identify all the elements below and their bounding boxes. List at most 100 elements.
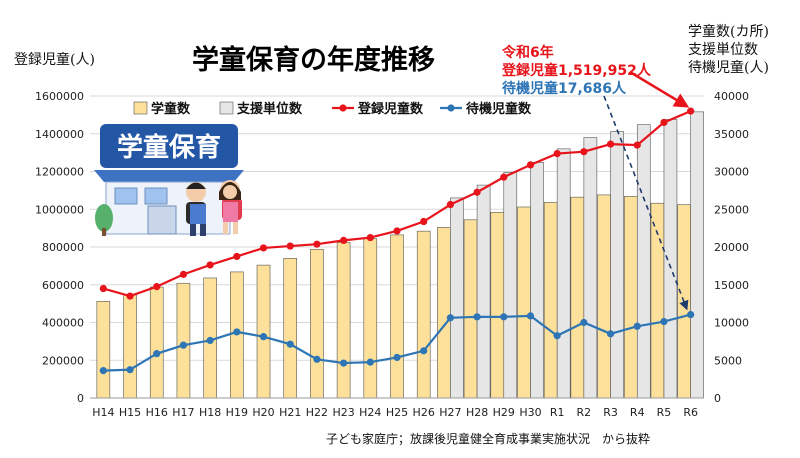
left-tick-label: 1400000 bbox=[35, 128, 84, 141]
bar-gakudo bbox=[256, 264, 271, 399]
x-tick-label: H21 bbox=[279, 406, 301, 419]
x-tick-label: H30 bbox=[519, 406, 541, 419]
bar-gakudo bbox=[490, 211, 505, 399]
legend-swatch-shien bbox=[219, 101, 234, 115]
right-tick-label: 20000 bbox=[714, 241, 749, 254]
taiki-point bbox=[446, 314, 454, 322]
toroku-point bbox=[473, 188, 481, 196]
legend-label: 待機児童数 bbox=[465, 101, 532, 117]
annotation-arrow-red bbox=[629, 70, 690, 108]
taiki-point bbox=[526, 312, 535, 320]
toroku-point bbox=[580, 148, 588, 156]
right-tick-label: 5000 bbox=[714, 354, 742, 367]
toroku-point bbox=[366, 233, 374, 242]
right-axis-title-3: 待機児童(人) bbox=[688, 60, 769, 76]
toroku-point bbox=[446, 200, 454, 209]
annotation-registered: 登録児童1,519,952人 bbox=[502, 63, 651, 79]
taiki-point bbox=[500, 313, 508, 321]
legend-marker-toroku bbox=[339, 104, 347, 112]
tree bbox=[95, 204, 113, 232]
toroku-point bbox=[206, 261, 214, 269]
taiki-point bbox=[606, 330, 615, 338]
toroku-point bbox=[633, 141, 641, 149]
bar-shien bbox=[636, 124, 651, 399]
taiki-point bbox=[420, 347, 428, 355]
x-tick-label: H27 bbox=[439, 406, 461, 419]
bar-shien bbox=[503, 171, 518, 399]
right-axis-title-2: 支援単位数 bbox=[688, 42, 758, 58]
taiki-point bbox=[179, 341, 188, 349]
legend-marker-taiki bbox=[447, 104, 455, 112]
kid-leg bbox=[233, 222, 238, 234]
right-tick-label: 0 bbox=[714, 392, 721, 405]
kid-body bbox=[223, 202, 238, 222]
x-tick-label: R2 bbox=[577, 406, 592, 419]
taiki-point bbox=[473, 313, 481, 321]
legend-swatch-gakudo bbox=[133, 101, 148, 115]
toroku-point bbox=[553, 149, 561, 158]
bar-gakudo bbox=[176, 282, 191, 399]
taiki-point bbox=[126, 366, 134, 374]
annotation-arrow-blue bbox=[603, 95, 689, 311]
bar-shien bbox=[610, 131, 624, 399]
left-tick-label: 600000 bbox=[42, 279, 84, 292]
annotation-waiting: 待機児童17,686人 bbox=[502, 81, 627, 97]
x-tick-label: H24 bbox=[359, 406, 381, 419]
kid-leg bbox=[223, 222, 228, 234]
school-window bbox=[114, 187, 138, 205]
school-sign-label: 学童保育 bbox=[117, 132, 221, 163]
right-axis-title-1: 学童数(カ所) bbox=[688, 24, 769, 40]
toroku-point bbox=[687, 107, 695, 115]
bars bbox=[96, 111, 704, 399]
bar-shien bbox=[450, 197, 464, 399]
x-tick-label: H26 bbox=[413, 406, 435, 419]
bar-gakudo bbox=[570, 196, 585, 399]
kid-hair bbox=[186, 182, 206, 189]
school-illustration: 学童保育 bbox=[94, 124, 244, 236]
x-tick-label: H15 bbox=[119, 406, 141, 419]
x-tick-label: H29 bbox=[493, 406, 515, 419]
taiki-point bbox=[366, 358, 374, 366]
source-note: 子ども家庭庁；放課後児童健全育成事業実施状況 から抜粋 bbox=[326, 432, 651, 446]
school-door bbox=[147, 205, 177, 235]
taiki-point bbox=[660, 317, 668, 326]
toroku-point bbox=[153, 283, 161, 291]
x-tick-label: R4 bbox=[630, 406, 645, 419]
toroku-point bbox=[606, 140, 615, 148]
left-tick-label: 0 bbox=[77, 392, 84, 405]
taiki-point bbox=[687, 310, 695, 319]
bar-gakudo bbox=[437, 227, 451, 399]
taiki-point bbox=[580, 318, 588, 327]
bar-shien bbox=[583, 137, 598, 399]
right-tick-label: 15000 bbox=[714, 279, 749, 292]
toroku-point bbox=[233, 252, 241, 261]
right-tick-label: 35000 bbox=[714, 128, 749, 141]
x-tick-label: R3 bbox=[603, 406, 618, 419]
x-tick-label: H19 bbox=[226, 406, 248, 419]
bar-shien bbox=[556, 148, 571, 399]
chart-title: 学童保育の年度推移 bbox=[192, 45, 435, 76]
legend-label: 学童数 bbox=[151, 101, 191, 117]
annotation bbox=[603, 70, 690, 311]
taiki-point bbox=[340, 359, 348, 367]
x-tick-label: H16 bbox=[146, 406, 168, 419]
bar-gakudo bbox=[363, 238, 378, 399]
left-tick-label: 1600000 bbox=[35, 90, 84, 103]
left-tick-label: 200000 bbox=[42, 354, 84, 367]
taiki-point bbox=[313, 355, 321, 363]
taiki-point bbox=[553, 332, 561, 340]
right-tick-label: 25000 bbox=[714, 203, 749, 216]
kid-body bbox=[190, 204, 206, 224]
toroku-point bbox=[420, 217, 428, 226]
series-lines bbox=[99, 107, 695, 375]
annotation-year: 令和6年 bbox=[502, 45, 554, 61]
bar-shien bbox=[663, 119, 678, 399]
kid-leg bbox=[190, 224, 196, 236]
x-tick-label: R6 bbox=[683, 406, 698, 419]
x-tick-label: H20 bbox=[252, 406, 274, 419]
toroku-point bbox=[286, 242, 294, 250]
bar-gakudo bbox=[623, 196, 638, 399]
bar-gakudo bbox=[123, 294, 137, 399]
bar-gakudo bbox=[463, 219, 478, 399]
